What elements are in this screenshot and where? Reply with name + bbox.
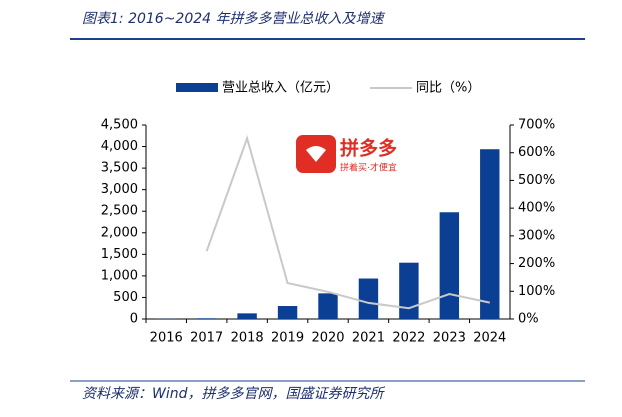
y-tick-label: 0: [130, 312, 138, 327]
bar: [359, 279, 378, 319]
legend-swatch: [176, 83, 218, 92]
x-tick-label: 2017: [190, 331, 223, 346]
bar: [399, 263, 418, 319]
legend-label: 营业总收入（亿元）: [222, 81, 339, 96]
bar: [318, 293, 337, 319]
bar: [278, 306, 297, 319]
y2-tick-label: 0%: [518, 312, 539, 327]
y-tick-label: 500: [113, 290, 138, 305]
y2-tick-label: 100%: [518, 284, 555, 299]
x-tick-label: 2018: [231, 331, 264, 346]
bar: [237, 313, 256, 319]
legend-label: 同比（%）: [416, 81, 480, 96]
bar: [197, 318, 216, 319]
logo-name: 拼多多: [340, 137, 397, 160]
y-tick-label: 3,000: [101, 182, 138, 197]
y-tick-label: 1,500: [101, 247, 138, 262]
y-tick-label: 1,000: [101, 268, 138, 283]
x-tick-label: 2016: [150, 331, 183, 346]
y-tick-label: 4,000: [101, 139, 138, 154]
x-tick-label: 2023: [433, 331, 466, 346]
x-tick-label: 2020: [311, 331, 344, 346]
title: 图表1: 2016~2024 年拼多多营业总收入及增速: [82, 11, 386, 27]
y2-tick-label: 700%: [518, 118, 555, 133]
x-tick-label: 2021: [352, 331, 385, 346]
y2-tick-label: 400%: [518, 201, 555, 216]
x-tick-label: 2019: [271, 331, 304, 346]
bar: [480, 149, 499, 319]
logo-slogan: 拼着买·才便宜: [340, 162, 397, 174]
y2-tick-label: 200%: [518, 256, 555, 271]
y-tick-label: 3,500: [101, 161, 138, 176]
y-tick-label: 4,500: [101, 118, 138, 133]
y-tick-label: 2,000: [101, 225, 138, 240]
x-tick-label: 2022: [392, 331, 425, 346]
y2-tick-label: 600%: [518, 145, 555, 160]
y2-tick-label: 500%: [518, 173, 555, 188]
y-tick-label: 2,500: [101, 204, 138, 219]
x-tick-label: 2024: [473, 331, 506, 346]
bar: [440, 212, 459, 319]
y2-tick-label: 300%: [518, 228, 555, 243]
source: 资料来源：Wind，拼多多官网，国盛证券研究所: [82, 386, 385, 402]
